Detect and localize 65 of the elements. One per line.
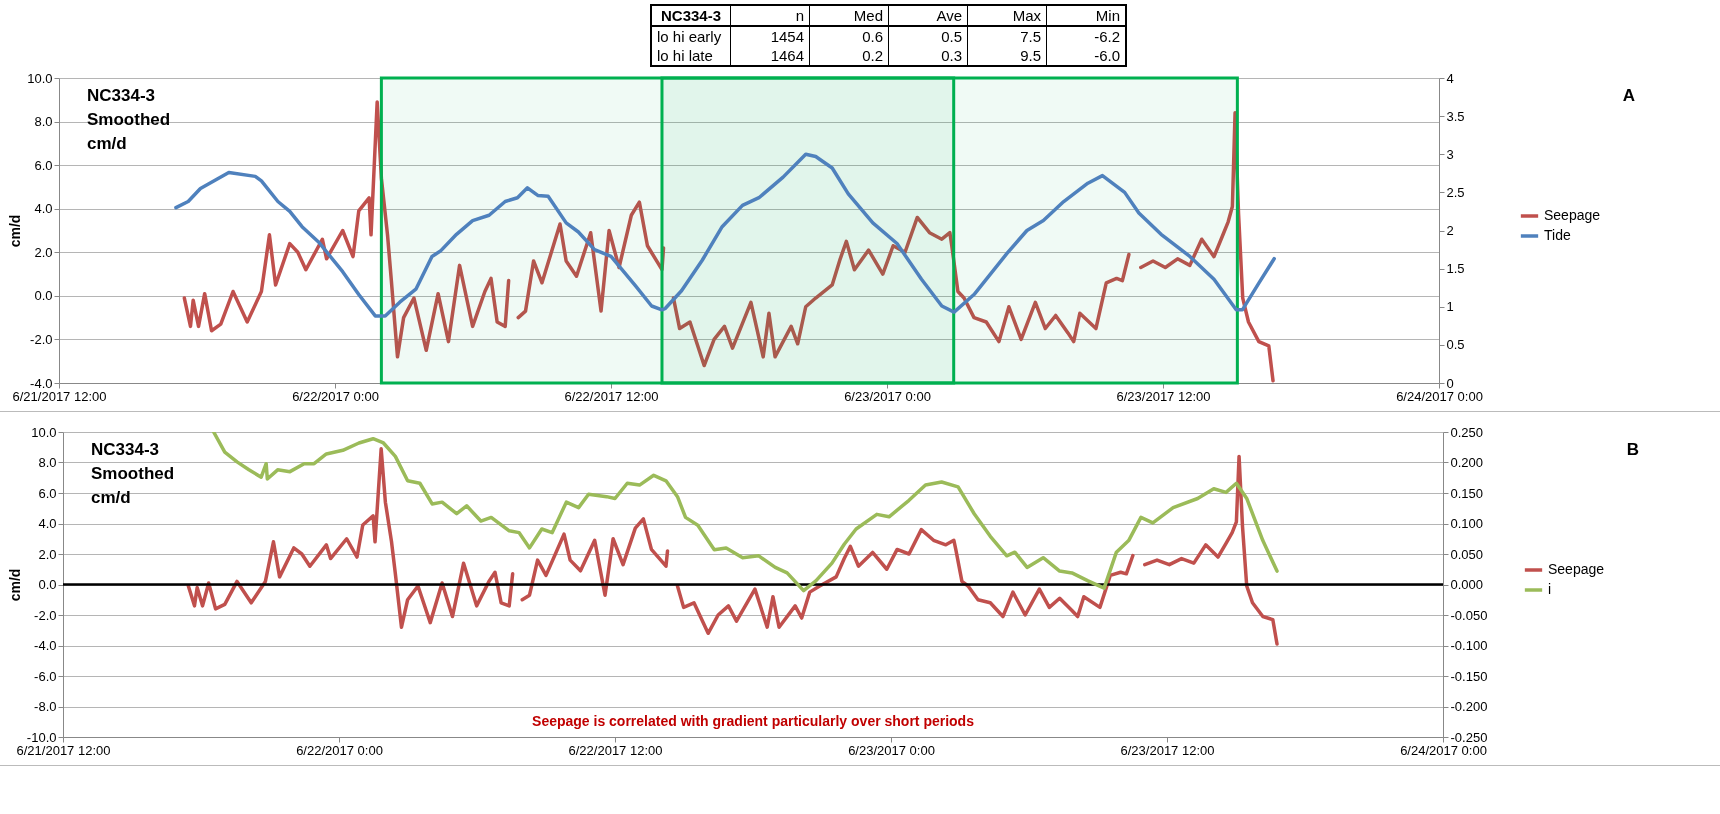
x-tick-label: 6/23/2017 12:00	[1120, 742, 1215, 758]
y-tick-label: 2.0	[38, 546, 57, 562]
y2-tick-label: -0.050	[1450, 607, 1488, 623]
y-tick-label: 10.0	[27, 70, 53, 86]
x-tick-label: 6/23/2017 0:00	[848, 742, 935, 758]
y2-tick-label: 2	[1446, 223, 1454, 238]
annotation: Seepage is correlated with gradient particularly over short periods	[532, 713, 975, 729]
x-tick-label: 6/24/2017 0:00	[1400, 742, 1487, 758]
y-tick-label: -2.0	[30, 331, 53, 347]
x-tick-label: 6/22/2017 0:00	[296, 742, 383, 758]
y2-tick-label: -0.150	[1450, 668, 1488, 684]
x-tick-label: 6/24/2017 0:00	[1396, 388, 1483, 404]
y2-tick-label: 0	[1446, 375, 1454, 391]
legend-label: i	[1548, 581, 1552, 597]
y-tick-label: 4.0	[38, 516, 57, 531]
y-tick-label: 0.0	[38, 577, 57, 592]
y-axis-title: cm/d	[6, 568, 23, 602]
legend-label: Tide	[1544, 227, 1571, 243]
x-tick-label: 6/22/2017 12:00	[564, 388, 659, 404]
y-tick-label: -8.0	[34, 699, 57, 714]
x-tick-label: 6/23/2017 12:00	[1116, 388, 1211, 404]
stats-table: NC334-3 n Med Ave Max Min lo hi early 1454 0.6 0.5 7.5 -6.2 lo hi late 1464 0.2 0.3 9.5 -6.0	[650, 4, 1127, 67]
y-tick-label: -2.0	[34, 607, 57, 623]
y-tick-label: -6.0	[34, 668, 57, 684]
text: B	[1626, 440, 1640, 459]
y2-tick-label: 1.5	[1446, 261, 1465, 277]
y2-tick-label: 0.250	[1450, 424, 1484, 440]
y2-tick-label: 2.5	[1446, 184, 1465, 200]
y2-tick-label: -0.200	[1450, 699, 1488, 714]
annotation: NC334-3 Smoothed cm/d	[91, 440, 175, 507]
y-tick-label: -10.0	[26, 729, 57, 745]
y2-tick-label: 0.5	[1446, 337, 1465, 353]
legend-label: Seepage	[1544, 207, 1601, 223]
y-tick-label: 10.0	[31, 424, 57, 440]
y-tick-label: 8.0	[34, 114, 53, 130]
y2-tick-label: 0.200	[1450, 455, 1484, 470]
legend-label: Seepage	[1548, 561, 1605, 577]
y2-tick-label: 4	[1446, 70, 1454, 86]
y-tick-label: 8.0	[38, 455, 57, 470]
y-tick-label: 6.0	[34, 157, 53, 173]
y2-tick-label: 0.100	[1450, 516, 1484, 531]
y2-tick-label: 0.150	[1450, 485, 1484, 501]
y-tick-label: -4.0	[34, 638, 57, 653]
y-axis-title: cm/d	[7, 214, 24, 248]
x-tick-label: 6/21/2017 12:00	[16, 742, 111, 758]
line-series	[174, 152, 1276, 318]
x-tick-label: 6/22/2017 0:00	[292, 388, 379, 404]
x-tick-label: 6/23/2017 0:00	[844, 388, 931, 404]
annotation: NC334-3 Smoothed cm/d	[87, 86, 171, 153]
y2-tick-label: 3	[1446, 146, 1454, 162]
x-tick-label: 6/21/2017 12:00	[12, 388, 107, 404]
y-tick-label: 6.0	[38, 485, 57, 501]
y-tick-label: 4.0	[34, 201, 53, 217]
y-tick-label: 2.0	[34, 244, 53, 260]
y2-tick-label: -0.250	[1450, 729, 1488, 745]
y2-tick-label: 0.000	[1450, 577, 1484, 592]
y-tick-label: -4.0	[30, 375, 53, 391]
y-tick-label: 0.0	[34, 288, 53, 304]
y2-tick-label: 0.050	[1450, 546, 1484, 562]
y2-tick-label: -0.100	[1450, 638, 1488, 653]
y2-tick-label: 1	[1446, 299, 1454, 315]
line-series	[211, 432, 1279, 593]
x-tick-label: 6/22/2017 12:00	[568, 742, 663, 758]
text: A	[1622, 86, 1636, 105]
y2-tick-label: 3.5	[1446, 108, 1465, 124]
